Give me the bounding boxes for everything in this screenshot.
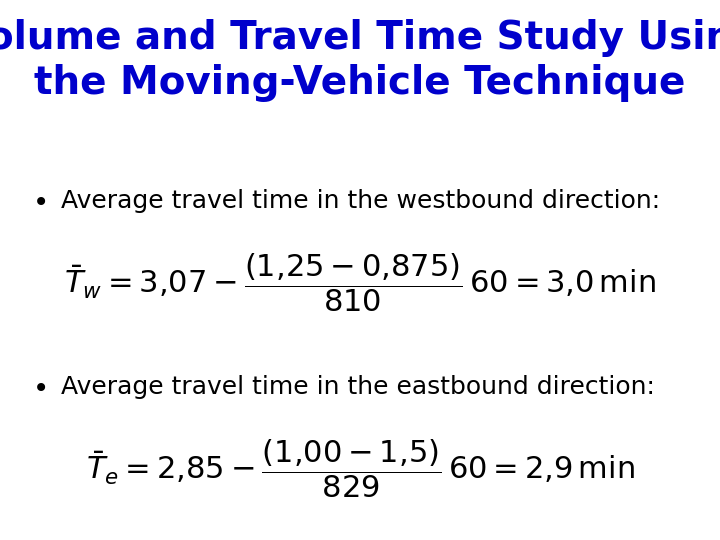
Text: •: • xyxy=(32,189,49,217)
Text: $\bar{T}_{e} = 2{,}85 - \dfrac{(1{,}00-1{,}5)}{829}\,60 = 2{,}9\,\mathrm{min}$: $\bar{T}_{e} = 2{,}85 - \dfrac{(1{,}00-1… xyxy=(86,437,634,500)
Text: $\bar{T}_{w} = 3{,}07 - \dfrac{(1{,}25-0{,}875)}{810}\,60 = 3{,}0\,\mathrm{min}$: $\bar{T}_{w} = 3{,}07 - \dfrac{(1{,}25-0… xyxy=(64,251,656,314)
Text: •: • xyxy=(32,375,49,403)
Text: Volume and Travel Time Study Using
the Moving-Vehicle Technique: Volume and Travel Time Study Using the M… xyxy=(0,19,720,103)
Text: Average travel time in the eastbound direction:: Average travel time in the eastbound dir… xyxy=(61,375,655,399)
Text: Average travel time in the westbound direction:: Average travel time in the westbound dir… xyxy=(61,189,660,213)
